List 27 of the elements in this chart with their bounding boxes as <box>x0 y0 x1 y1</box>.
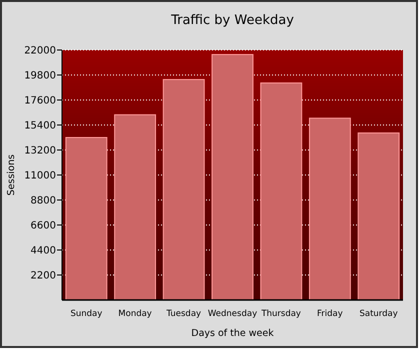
y-tick-label: 8800 <box>30 196 56 206</box>
chart-title: Traffic by Weekday <box>170 13 294 28</box>
y-tick-label: 4400 <box>30 246 56 256</box>
x-tick-label: Tuesday <box>165 309 202 319</box>
x-tick-label: Thursday <box>260 309 301 319</box>
y-axis-title: Sessions <box>6 154 17 196</box>
x-tick-label: Wednesday <box>208 309 258 319</box>
y-tick-label: 19800 <box>24 70 56 82</box>
bar <box>162 79 205 300</box>
x-axis-title: Days of the week <box>191 328 274 339</box>
y-tick-label: 11000 <box>24 170 56 182</box>
x-tick-label: Saturday <box>359 309 398 319</box>
y-tick-label: 2200 <box>30 270 56 282</box>
bar <box>212 54 254 300</box>
x-tick-label: Monday <box>118 309 152 319</box>
bar <box>308 118 351 300</box>
bar <box>260 82 302 300</box>
y-tick-label: 15400 <box>24 120 56 132</box>
bar <box>358 132 400 300</box>
y-tick-label: 13200 <box>24 146 56 156</box>
x-tick-label: Sunday <box>70 309 102 319</box>
bar <box>65 137 108 300</box>
x-tick-label: Friday <box>317 309 343 319</box>
y-tick-label: 6600 <box>30 220 56 232</box>
bar <box>114 114 156 300</box>
y-tick-label: 22000 <box>24 46 56 56</box>
y-tick-label: 17600 <box>24 96 56 106</box>
